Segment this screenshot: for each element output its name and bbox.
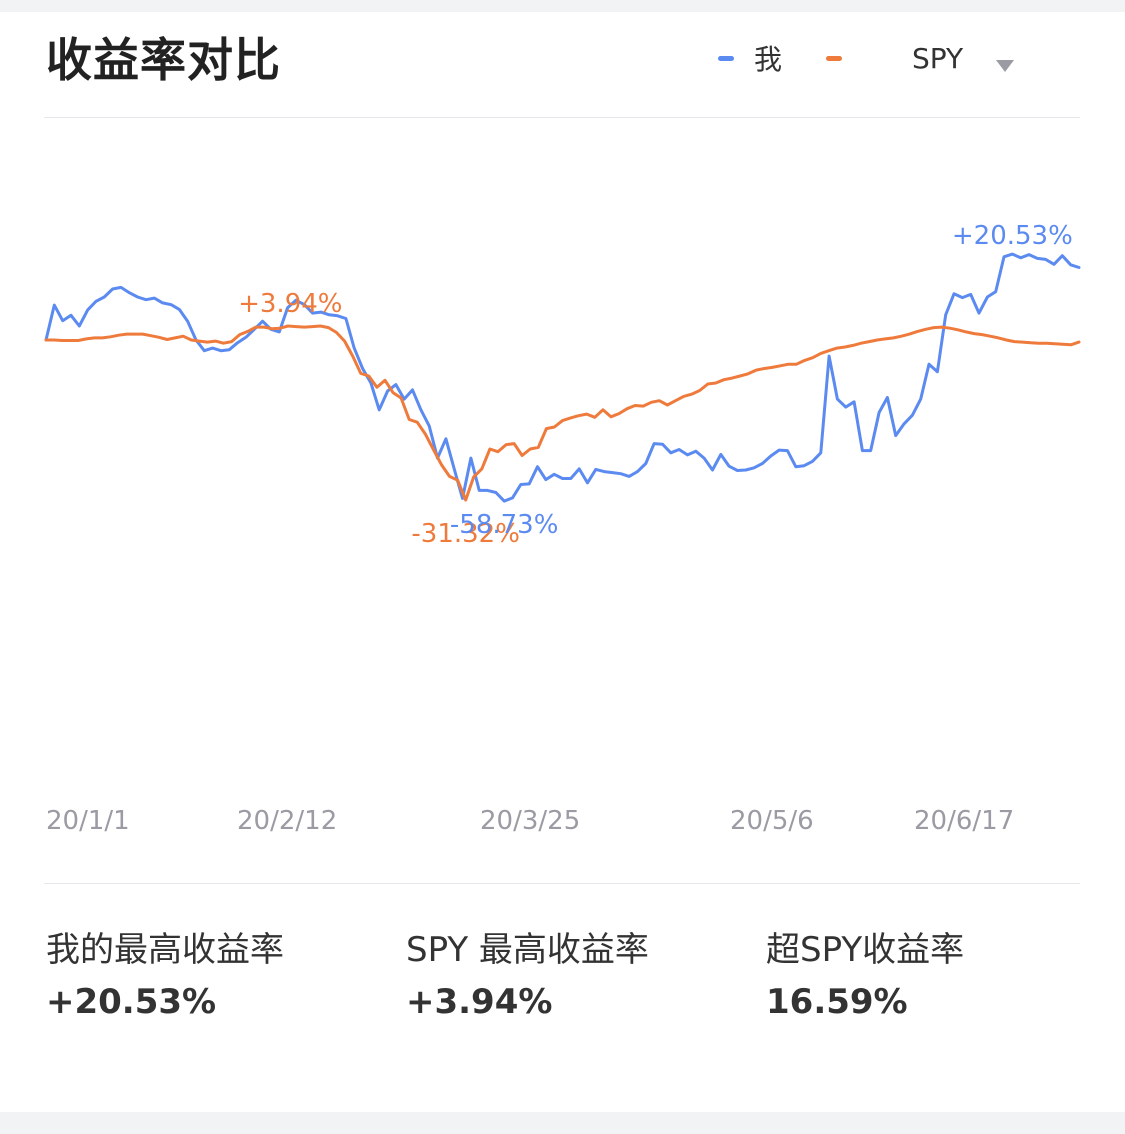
annotation-me-min: -58.73% [450, 510, 559, 540]
line-chart: +20.53% +3.94% -31.32%-58.73% [44, 221, 1081, 549]
caret-down-icon[interactable] [996, 60, 1014, 72]
legend-marker-spy [826, 55, 842, 61]
annotation-spy-max: +3.94% [238, 289, 342, 319]
annotation-spy-min: -31.32% [411, 519, 520, 549]
header-divider [44, 117, 1080, 118]
x-tick-label: 20/3/25 [480, 806, 581, 836]
series-line-me [44, 252, 1081, 503]
stat-value-spy-max: +3.94% [406, 982, 553, 1022]
stat-label-excess: 超SPY收益率 [766, 930, 965, 970]
series-line-spy [44, 324, 1081, 502]
legend-item-me[interactable]: 我 [718, 38, 782, 78]
stat-value-my-max: +20.53% [46, 982, 217, 1022]
stat-label-my-max: 我的最高收益率 [46, 930, 284, 970]
x-tick-label: 20/6/17 [914, 806, 1015, 836]
x-tick-label: 20/1/1 [46, 806, 130, 836]
page-title: 收益率对比 [46, 33, 281, 87]
annotation-me-max: +20.53% [952, 221, 1073, 251]
stat-label-spy-max: SPY 最高收益率 [406, 930, 649, 970]
x-tick-label: 20/2/12 [237, 806, 338, 836]
legend-label-spy: SPY [912, 41, 964, 75]
stats-divider [44, 883, 1080, 884]
legend-label-me: 我 [754, 43, 783, 76]
stat-value-excess: 16.59% [766, 982, 908, 1022]
chart-card [0, 12, 1125, 1112]
legend-marker-me [718, 55, 734, 61]
x-tick-label: 20/5/6 [730, 806, 814, 836]
legend-item-spy[interactable]: SPY [826, 38, 963, 78]
